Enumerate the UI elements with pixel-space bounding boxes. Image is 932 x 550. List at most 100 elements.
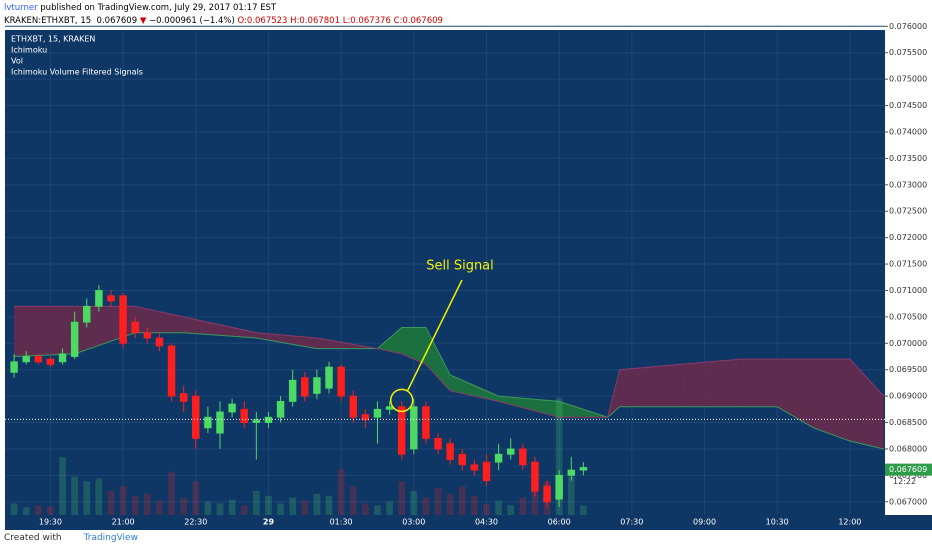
volume-bar: [10, 503, 18, 515]
volume-bar: [22, 507, 30, 515]
signal-circle: [389, 388, 414, 413]
volume-bar: [507, 505, 515, 515]
y-tick-label: 0.068000: [889, 444, 927, 453]
header: lvturner published on TradingView.com, J…: [4, 2, 443, 28]
cloud-line: [14, 305, 885, 418]
y-tick-label: 0.070000: [889, 339, 927, 348]
change: −0.000961 (−1.4%): [149, 16, 235, 26]
candle-body: [337, 366, 345, 397]
cloud-fill: [498, 396, 560, 418]
cloud-fill: [450, 374, 499, 402]
volume-bar: [156, 500, 163, 515]
footer: Created with TradingView: [4, 533, 138, 543]
symbol: KRAKEN:ETHXBT, 15: [4, 16, 92, 26]
legend-entry: Vol: [11, 57, 23, 66]
cloud-fill: [14, 306, 75, 357]
candle-body: [325, 366, 333, 389]
cloud-fill: [619, 364, 681, 407]
published: published on TradingView.com, July 29, 2…: [40, 3, 277, 13]
volume-bar: [398, 481, 406, 515]
candle-body: [361, 414, 370, 421]
candle-body: [349, 395, 357, 418]
volume-bar: [34, 505, 42, 515]
volume-bar: [422, 497, 430, 515]
x-tick-label: 22:30: [184, 518, 207, 527]
volume-bar: [204, 501, 212, 515]
volume-bar: [531, 486, 539, 515]
candle-body: [397, 406, 406, 455]
candle-body: [143, 332, 152, 339]
candle-body: [494, 453, 503, 463]
volume-bar: [519, 497, 527, 515]
volume-bar: [349, 486, 357, 515]
volume-bar: [119, 486, 127, 515]
volume-bar: [374, 505, 381, 515]
volume-bar: [240, 505, 248, 515]
candle-body: [240, 408, 248, 423]
candle-body: [228, 403, 236, 413]
candle-body: [34, 356, 43, 363]
y-tick-label: 0.074000: [889, 127, 927, 136]
volume-bar: [228, 499, 236, 515]
y-tick-label: 0.075500: [889, 48, 927, 57]
y-tick-label: 0.067000: [889, 497, 927, 506]
volume-bar: [47, 506, 54, 515]
cloud-fill: [813, 359, 850, 442]
volume-bar: [277, 503, 284, 515]
volume-bar: [362, 503, 369, 515]
volume-bar: [59, 457, 66, 515]
y-tick-label: 0.069500: [889, 365, 927, 374]
x-tick-label: 07:30: [620, 518, 643, 527]
volume-bar: [337, 468, 345, 515]
volume-bar: [95, 478, 103, 515]
last-price-box: [885, 463, 932, 476]
volume-bar: [301, 500, 309, 515]
y-tick-label: 0.073500: [889, 154, 927, 163]
arrow: ▼: [139, 16, 147, 26]
brand[interactable]: TradingView: [83, 533, 138, 543]
candle-body: [10, 361, 18, 373]
volume-bar: [83, 481, 91, 515]
candle-body: [252, 419, 261, 423]
y-tick-label: 0.073000: [889, 180, 927, 189]
cloud-fill: [377, 327, 402, 354]
candle-body: [276, 401, 285, 418]
volume-bar: [192, 481, 200, 515]
candle-body: [70, 321, 79, 357]
candle-body: [155, 337, 164, 347]
volume-bar: [471, 495, 478, 515]
x-tick-label: 06:00: [548, 518, 571, 527]
last: 0.067609: [96, 16, 138, 26]
cloud-fill: [777, 359, 814, 428]
plot-bg: [5, 30, 885, 515]
y-tick-label: 0.075000: [889, 75, 927, 84]
candle-body: [204, 416, 212, 429]
legend-entry: Ichimoku: [11, 46, 47, 55]
author[interactable]: lvturner: [4, 3, 38, 13]
open: O:0.067523: [237, 16, 288, 26]
annotation: Sell Signal: [426, 259, 494, 274]
low: L:0.067376: [342, 16, 391, 26]
volume-bar: [410, 490, 418, 515]
volume-bar: [107, 490, 115, 515]
candle-body: [119, 295, 127, 344]
cloud-fill: [740, 359, 778, 407]
y-tick-label: 0.070500: [889, 312, 927, 321]
cloud-fill: [183, 316, 257, 339]
volume-bar: [446, 493, 454, 515]
candle-body: [519, 448, 527, 466]
volume-bar: [567, 476, 575, 515]
volume-bar: [253, 490, 260, 515]
y-tick-label: 0.074500: [889, 101, 927, 110]
candle-body: [264, 416, 273, 423]
candle-body: [179, 393, 188, 402]
volume-bar: [325, 495, 333, 515]
high: H:0.067801: [290, 16, 340, 26]
candle-body: [373, 408, 382, 418]
candle-body: [192, 395, 200, 439]
candle-body: [301, 377, 309, 397]
volume-bar: [131, 495, 139, 515]
volume-bar: [386, 501, 393, 515]
cloud-fill: [680, 359, 741, 407]
